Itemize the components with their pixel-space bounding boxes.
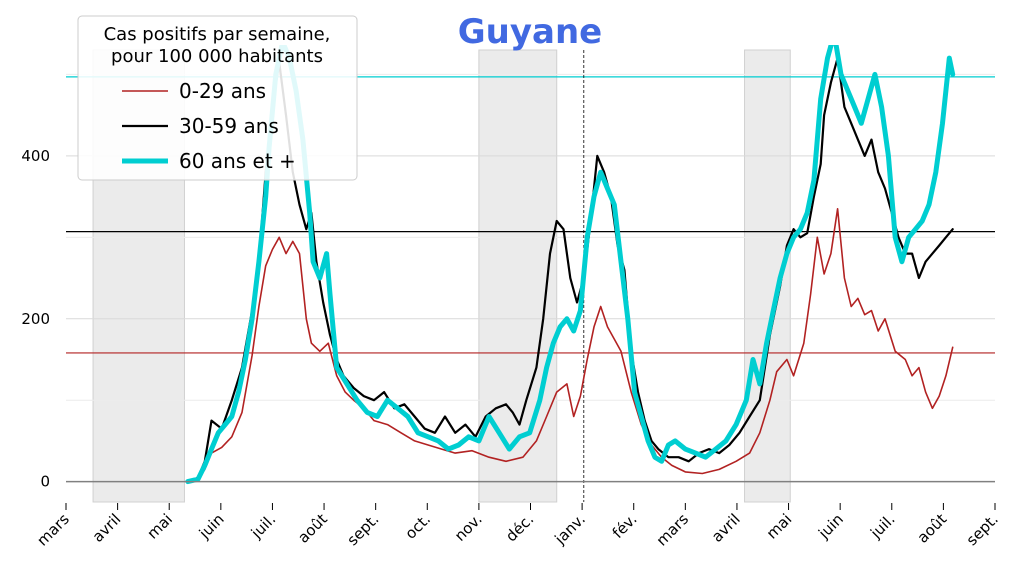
y-tick-label-200: 200 bbox=[21, 310, 50, 328]
legend-label-3: 60 ans et + bbox=[179, 149, 296, 173]
legend-title-line-2: pour 100 000 habitants bbox=[111, 46, 323, 67]
chart-title: Guyane bbox=[458, 12, 602, 52]
x-tick-label-5: août bbox=[294, 510, 331, 547]
x-tick-label-8: nov. bbox=[451, 510, 486, 545]
x-tick-label-14: mai bbox=[763, 510, 796, 543]
series-line-1 bbox=[187, 208, 954, 483]
x-tick-label-17: août bbox=[914, 510, 951, 547]
x-tick-label-4: juil. bbox=[247, 510, 279, 542]
x-tick-label-13: avril bbox=[708, 510, 744, 546]
x-tick-label-9: déc. bbox=[502, 510, 537, 545]
y-tick-label-0: 0 bbox=[40, 473, 50, 491]
x-tick-label-10: janv. bbox=[551, 510, 589, 548]
legend-label-1: 0-29 ans bbox=[179, 79, 266, 103]
legend-box bbox=[77, 15, 358, 181]
x-tick-label-1: avril bbox=[89, 510, 125, 546]
x-tick-label-0: mars bbox=[33, 510, 73, 550]
x-tick-label-15: juin bbox=[814, 510, 847, 543]
y-tick-label-400: 400 bbox=[21, 147, 50, 165]
x-tick-label-16: juil. bbox=[866, 510, 898, 542]
x-tick-label-3: juin bbox=[195, 510, 228, 543]
lockdown-band-2 bbox=[478, 49, 558, 503]
legend-title-line-1: Cas positifs par semaine, bbox=[104, 24, 331, 45]
x-tick-label-7: oct. bbox=[402, 510, 435, 543]
legend: Cas positifs par semaine,pour 100 000 ha… bbox=[77, 15, 358, 181]
x-tick-label-18: sept. bbox=[963, 510, 1002, 549]
x-tick-label-11: fév. bbox=[609, 510, 641, 542]
x-tick-label-2: mai bbox=[144, 510, 177, 543]
lockdown-band-3 bbox=[744, 49, 791, 503]
legend-label-2: 30-59 ans bbox=[179, 114, 279, 138]
x-tick-label-12: mars bbox=[653, 510, 693, 550]
x-tick-label-6: sept. bbox=[343, 510, 382, 549]
